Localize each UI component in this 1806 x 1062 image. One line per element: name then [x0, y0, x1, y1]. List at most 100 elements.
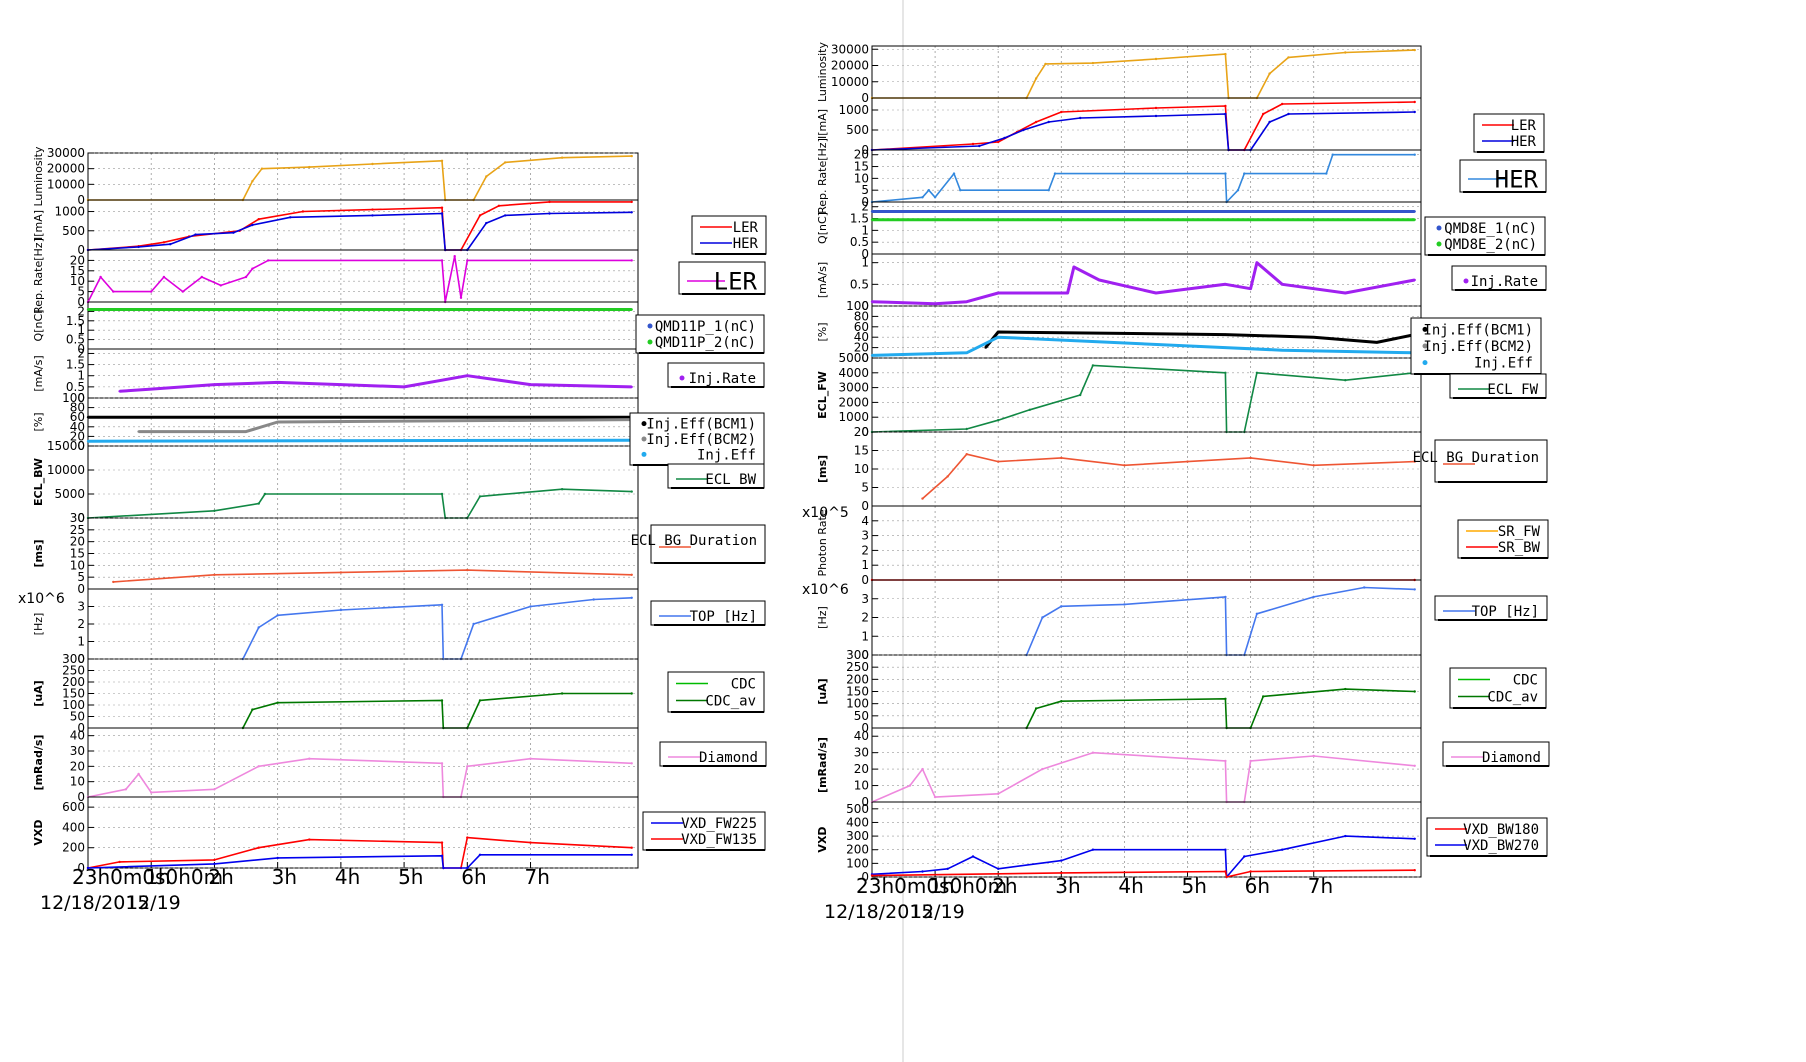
- data-point: [118, 390, 121, 393]
- legend-label: LER: [733, 220, 759, 236]
- data-point: [1312, 595, 1315, 599]
- legend-label: ECL BG Duration: [631, 533, 757, 549]
- data-point: [1262, 112, 1265, 116]
- y-axis-label: [ms]: [32, 539, 45, 567]
- legend-label: Inj.Rate: [689, 371, 756, 387]
- data-point: [630, 308, 633, 311]
- y-tick-label: 20: [854, 762, 869, 776]
- data-point: [630, 596, 633, 599]
- data-point: [1413, 278, 1416, 282]
- data-point: [339, 383, 343, 386]
- y-tick-label: 10: [70, 274, 85, 288]
- y-multiplier: x10^6: [802, 582, 849, 598]
- data-point: [466, 259, 469, 262]
- y-tick-label: 300: [846, 829, 869, 843]
- data-point: [921, 870, 924, 873]
- data-point: [1060, 700, 1063, 703]
- y-tick-label: 100: [846, 697, 869, 711]
- y-tick-label: 5: [861, 481, 869, 495]
- data-point: [251, 180, 254, 183]
- legend-box: [1442, 741, 1550, 767]
- data-point: [257, 502, 260, 505]
- data-point: [630, 762, 633, 765]
- data-point: [440, 206, 444, 209]
- data-point: [402, 385, 406, 389]
- data-point: [213, 573, 216, 576]
- legend-top: TOP [Hz]: [1434, 595, 1548, 621]
- data-point: [478, 214, 482, 217]
- data-point: [1312, 754, 1315, 758]
- data-point: [257, 765, 260, 768]
- data-point: [560, 156, 564, 159]
- series-line-eff-0: [984, 330, 1416, 349]
- data-point: [870, 210, 874, 213]
- y-tick-label: 0: [861, 573, 869, 587]
- data-point: [529, 605, 532, 608]
- legend-label: Inj.Eff(BCM2): [1423, 339, 1533, 355]
- legend-inj: Inj.Rate: [667, 362, 765, 388]
- data-point: [870, 354, 874, 357]
- data-point: [453, 255, 456, 258]
- legend-marker: [647, 339, 653, 345]
- date-label-start: 12/18/2015: [40, 892, 150, 914]
- data-point: [933, 196, 937, 199]
- legend-box: [667, 362, 765, 388]
- legend-rep: LER: [678, 261, 766, 296]
- time-tick-label: 7h: [1308, 874, 1333, 898]
- data-point: [933, 795, 937, 799]
- y-tick-label: 0: [77, 652, 85, 666]
- y-tick-label: 30000: [47, 146, 85, 160]
- legend-label: VXD_BW180: [1463, 822, 1539, 838]
- data-point: [308, 838, 311, 841]
- data-point: [1413, 218, 1416, 221]
- data-point: [440, 492, 444, 496]
- legend-label: CDC_av: [705, 694, 756, 710]
- data-point: [466, 836, 469, 839]
- data-point: [257, 626, 260, 629]
- y-tick-label: 5000: [838, 351, 869, 365]
- y-tick-label: 15000: [47, 439, 85, 453]
- legend-label: QMD8E_2(nC): [1444, 237, 1537, 253]
- y-tick-label: 400: [846, 815, 869, 829]
- data-point: [997, 330, 1000, 334]
- y-tick-label: 500: [846, 123, 869, 137]
- y-tick-label: 0.5: [850, 277, 869, 291]
- legend-marker: [1436, 241, 1442, 247]
- data-point: [257, 846, 260, 849]
- y-tick-label: 500: [846, 802, 869, 816]
- y-axis-label: [mRad/s]: [816, 737, 829, 793]
- y-tick-label: 0: [77, 342, 85, 356]
- data-point: [870, 874, 874, 877]
- legend-label: Inj.Rate: [1471, 274, 1538, 290]
- y-tick-label: 5: [861, 183, 869, 197]
- data-point: [276, 420, 279, 424]
- data-point: [1413, 869, 1416, 872]
- time-tick-label: 4h: [1118, 874, 1143, 898]
- data-point: [630, 200, 633, 204]
- y-tick-label: 2000: [838, 395, 869, 409]
- data-point: [1224, 112, 1227, 116]
- data-point: [630, 154, 633, 158]
- legend-box: [650, 524, 766, 564]
- y-tick-label: 40: [854, 729, 869, 743]
- y-tick-label: 1.5: [850, 212, 869, 226]
- y-tick-label: 0: [77, 511, 85, 525]
- y-axis-label: [ms]: [816, 455, 829, 483]
- data-point: [1034, 707, 1038, 710]
- data-point: [86, 308, 90, 311]
- data-point: [997, 867, 1000, 870]
- data-point: [339, 608, 343, 612]
- data-point: [442, 866, 445, 870]
- data-point: [440, 841, 444, 844]
- y-tick-label: 200: [846, 672, 869, 686]
- data-point: [965, 351, 968, 354]
- y-tick-label: 20: [854, 341, 869, 355]
- y-axis-label: Q[nC]: [32, 310, 45, 342]
- y-tick-label: 20: [70, 253, 85, 267]
- legend-eclbg: ECL BG Duration: [631, 524, 766, 564]
- data-point: [213, 788, 216, 791]
- series-line-eff-2: [87, 438, 632, 443]
- data-point: [112, 580, 115, 584]
- data-point: [162, 275, 166, 279]
